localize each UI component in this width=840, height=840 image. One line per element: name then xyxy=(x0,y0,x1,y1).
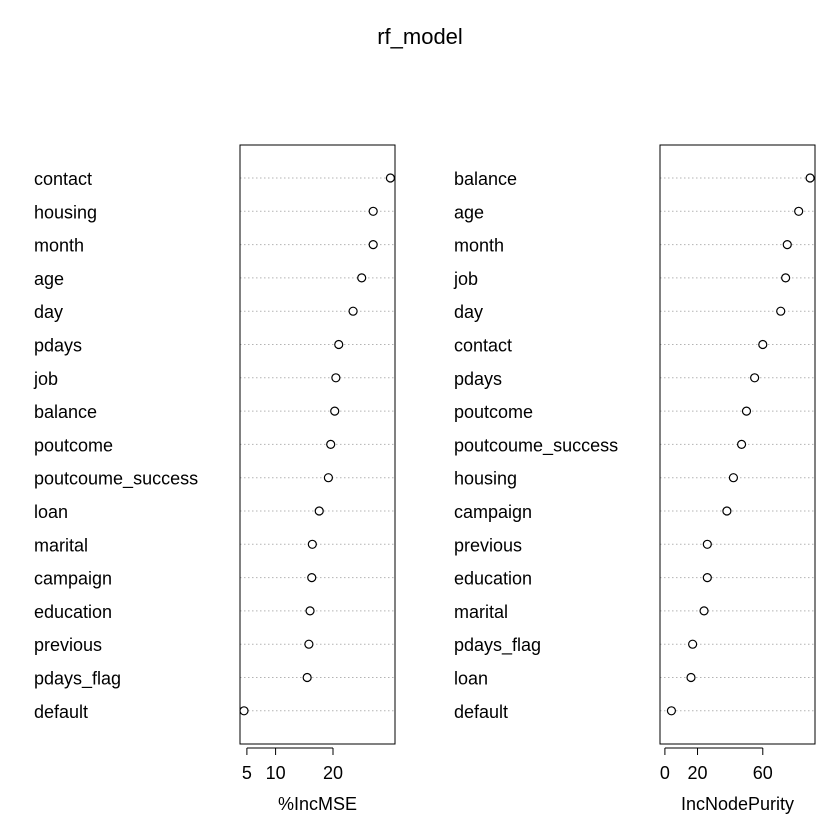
data-point xyxy=(307,572,317,583)
data-point xyxy=(805,173,815,183)
plot-title: rf_model xyxy=(377,24,463,49)
category-label: balance xyxy=(454,169,517,189)
x-tick-label: 20 xyxy=(688,763,708,783)
category-label: loan xyxy=(454,669,488,689)
category-label: day xyxy=(34,302,63,322)
category-label: campaign xyxy=(454,502,532,522)
data-point xyxy=(666,706,677,716)
data-point xyxy=(702,539,712,549)
x-tick-label: 20 xyxy=(323,763,343,783)
data-point xyxy=(699,606,709,616)
plot-frame xyxy=(659,144,816,745)
category-label: education xyxy=(34,602,112,622)
data-point xyxy=(750,373,760,383)
imse-panel: contact housing month age day pdays job balance… xyxy=(33,144,396,814)
category-label: poutcome xyxy=(34,435,113,455)
data-point xyxy=(741,406,752,416)
plot-frame xyxy=(239,144,396,745)
x-tick-label: 60 xyxy=(753,763,773,783)
category-label: poutcoume_success xyxy=(454,435,618,456)
data-point xyxy=(314,506,324,516)
category-label: balance xyxy=(34,402,97,422)
data-point xyxy=(326,439,336,449)
category-label: job xyxy=(453,269,478,289)
purity-panel: balance age month job day contact pdays poutcom… xyxy=(453,144,816,814)
category-label: default xyxy=(34,702,88,722)
category-label: age xyxy=(454,202,484,222)
category-label: poutcome xyxy=(454,402,533,422)
category-label: month xyxy=(454,236,504,256)
x-tick-label: 5 xyxy=(242,763,252,783)
data-point xyxy=(794,206,804,216)
data-point xyxy=(688,639,698,649)
data-point xyxy=(781,273,791,283)
data-point xyxy=(368,240,378,250)
data-point xyxy=(782,240,792,250)
category-label: previous xyxy=(454,535,522,555)
category-label: contact xyxy=(454,336,512,356)
data-point xyxy=(385,173,396,183)
x-axis-label: IncNodePurity xyxy=(681,794,794,814)
data-point xyxy=(239,706,249,716)
category-label: previous xyxy=(34,635,102,655)
category-label: month xyxy=(34,236,84,256)
data-point xyxy=(686,672,696,683)
category-label: education xyxy=(454,569,532,589)
data-point xyxy=(304,639,314,649)
category-label: job xyxy=(33,369,58,389)
category-label: age xyxy=(34,269,64,289)
x-tick-label: 0 xyxy=(660,763,670,783)
data-point xyxy=(722,506,732,516)
x-axis-label: %IncMSE xyxy=(278,794,357,814)
category-label: housing xyxy=(34,202,97,222)
data-point xyxy=(331,373,341,383)
category-label: loan xyxy=(34,502,68,522)
category-label: pdays xyxy=(34,336,82,356)
category-label: default xyxy=(454,702,508,722)
data-point xyxy=(728,473,739,483)
data-point xyxy=(334,339,344,350)
category-label: housing xyxy=(454,469,517,489)
data-point xyxy=(368,206,378,216)
data-point xyxy=(758,339,768,350)
category-label: contact xyxy=(34,169,92,189)
data-point xyxy=(305,606,315,616)
data-point xyxy=(702,572,712,583)
category-label: campaign xyxy=(34,569,112,589)
data-point xyxy=(776,306,786,316)
category-label: day xyxy=(454,302,483,322)
category-label: pdays_flag xyxy=(454,635,541,656)
category-label: pdays xyxy=(454,369,502,389)
data-point xyxy=(348,306,358,316)
x-tick-label: 10 xyxy=(266,763,286,783)
data-point xyxy=(357,273,367,283)
category-label: marital xyxy=(34,535,88,555)
data-point xyxy=(302,672,312,683)
data-point xyxy=(323,473,334,483)
category-label: marital xyxy=(454,602,508,622)
data-point xyxy=(330,406,340,416)
panels: contacthousingmonthagedaypdaysjobbalance… xyxy=(33,144,816,814)
data-point xyxy=(736,439,747,449)
category-label: pdays_flag xyxy=(34,669,121,690)
category-label: poutcoume_success xyxy=(34,469,198,490)
data-point xyxy=(307,539,317,549)
